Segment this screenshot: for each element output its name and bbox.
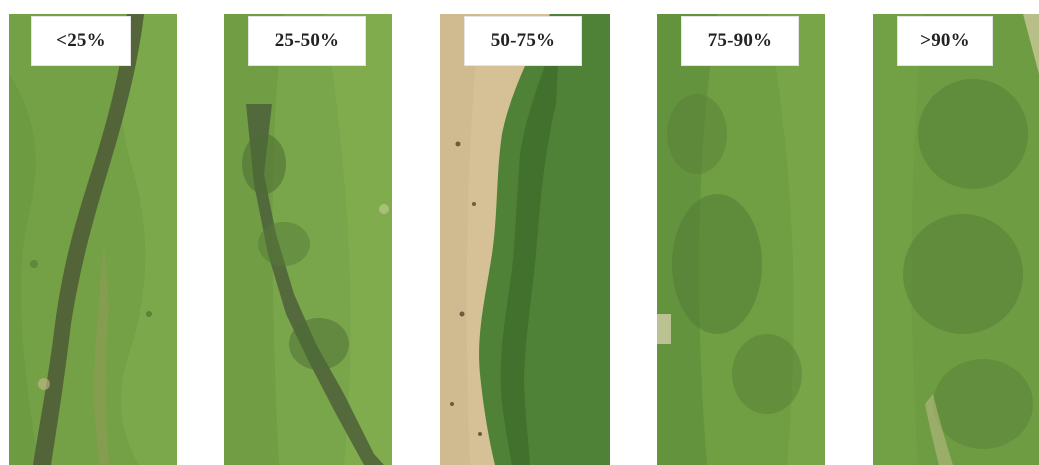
photo-panel-1: <25% bbox=[9, 14, 177, 465]
grass-cover-photo-5 bbox=[873, 14, 1039, 465]
photo-panel-4: 75-90% bbox=[657, 14, 825, 465]
grass-cover-photo-3 bbox=[440, 14, 610, 465]
grass-cover-photo-2 bbox=[224, 14, 392, 465]
grass-cover-photo-4 bbox=[657, 14, 825, 465]
coverage-label-2: 25-50% bbox=[248, 16, 366, 66]
photo-panel-2: 25-50% bbox=[224, 14, 392, 465]
photo-panel-3: 50-75% bbox=[440, 14, 610, 465]
coverage-label-3: 50-75% bbox=[464, 16, 582, 66]
coverage-label-4: 75-90% bbox=[681, 16, 799, 66]
coverage-label-1: <25% bbox=[31, 16, 131, 66]
photo-panel-5: >90% bbox=[873, 14, 1039, 465]
coverage-label-5: >90% bbox=[897, 16, 993, 66]
grass-cover-photo-1 bbox=[9, 14, 177, 465]
